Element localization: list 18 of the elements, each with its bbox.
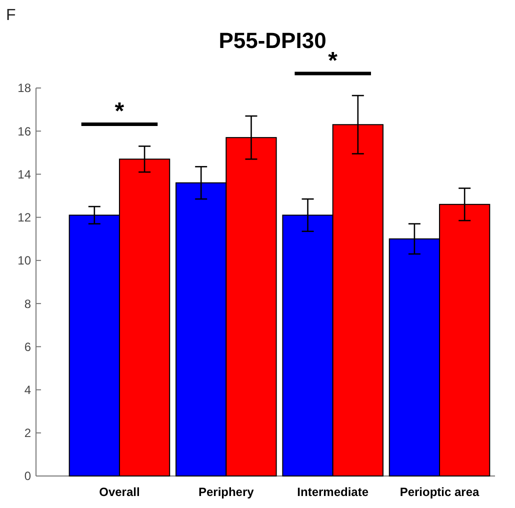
y-tick-label: 0 <box>24 469 32 484</box>
y-tick-label: 6 <box>24 340 32 354</box>
y-tick-label: 14 <box>18 167 32 182</box>
chart-title: P55-DPI30 <box>218 28 326 53</box>
y-tick-label: 12 <box>18 210 32 225</box>
annotation: * <box>114 98 125 126</box>
y-tick-label: 2 <box>24 426 32 440</box>
y-tick-label: 4 <box>24 382 32 397</box>
x-tick-label: Intermediate <box>297 485 369 499</box>
y-tick-label: 18 <box>18 81 32 96</box>
text: F <box>6 7 16 24</box>
text: * <box>328 48 338 75</box>
y-tick-label: 16 <box>18 124 32 138</box>
y-tick-label: 10 <box>18 254 32 268</box>
y-tick-label: 8 <box>24 296 32 311</box>
x-tick-label: Periphery <box>198 485 254 499</box>
x-tick-label: Perioptic area <box>400 485 480 499</box>
x-tick-label: Overall <box>99 485 140 499</box>
